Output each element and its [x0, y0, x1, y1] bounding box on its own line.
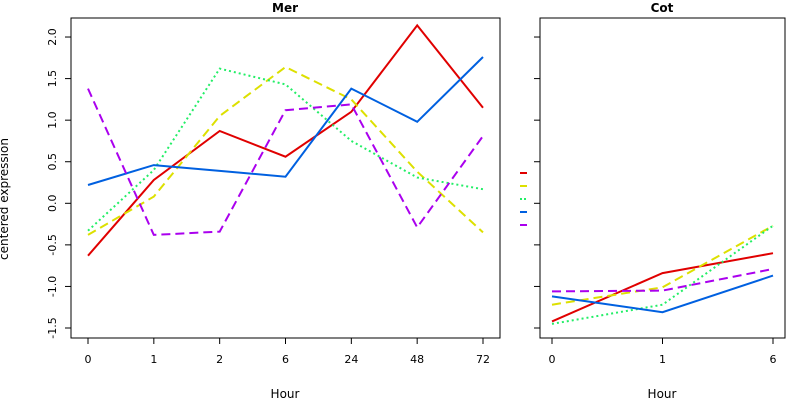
y-tick-label: 1.0: [46, 111, 59, 129]
panel-cot: Cot Hour 0 1 6: [534, 1, 786, 400]
y-tick-label: 1.5: [46, 70, 59, 88]
legend: [520, 172, 527, 226]
x-axis-title: Hour: [271, 387, 300, 400]
plot-frame: [70, 17, 501, 339]
panel-title: Cot: [651, 1, 674, 15]
series-line-1: [551, 252, 774, 323]
x-tick-label: 2: [216, 353, 223, 366]
series-line-5: [87, 88, 484, 236]
y-tick-label: -0.5: [46, 234, 59, 255]
y-tick-label: -1.5: [46, 317, 59, 338]
x-tick-label: 24: [344, 353, 358, 366]
series-line-1: [87, 23, 484, 257]
y-tick-label: -1.0: [46, 276, 59, 297]
x-axis-title: Hour: [648, 387, 677, 400]
panel-title: Mer: [272, 1, 298, 15]
x-tick-label: 6: [282, 353, 289, 366]
x-tick-label: 1: [659, 353, 666, 366]
y-axis-title: centered expression: [0, 138, 11, 260]
panel-mer: Mer Hour 0 1 2 6 24 48 72 -1.5 -1.0 -0.5 0.0 0.5 1.0…: [46, 1, 501, 400]
series-line-5: [551, 268, 774, 293]
series-line-4: [87, 56, 484, 186]
series-line-2: [551, 224, 774, 306]
x-tick-label: 0: [549, 353, 556, 366]
y-tick-label: 0.5: [46, 153, 59, 171]
series-line-4: [551, 274, 774, 314]
x-tick-label: 1: [150, 353, 157, 366]
plot-frame: [539, 17, 786, 339]
series-line-3: [87, 67, 484, 232]
y-tick-label: 2.0: [46, 28, 59, 46]
x-tick-label: 6: [770, 353, 777, 366]
x-tick-label: 72: [476, 353, 490, 366]
y-tick-label: 0.0: [46, 195, 59, 213]
x-tick-label: 0: [85, 353, 92, 366]
series-line-2: [87, 65, 484, 236]
x-tick-label: 48: [410, 353, 424, 366]
